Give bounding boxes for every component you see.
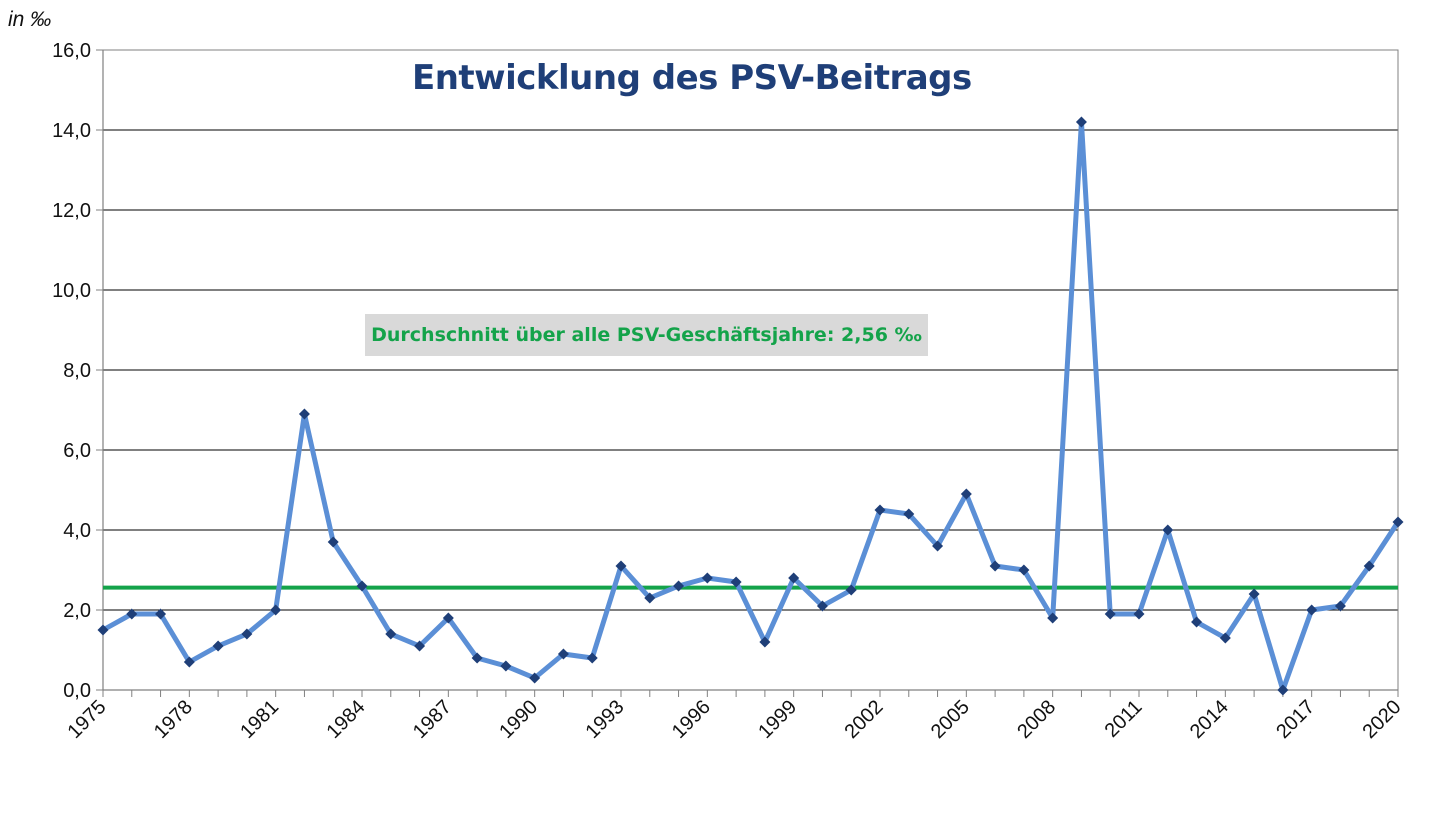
data-point [471, 652, 483, 664]
data-point [1219, 632, 1231, 644]
data-point [1306, 604, 1318, 616]
data-point [874, 504, 886, 516]
data-point [759, 636, 771, 648]
data-point [1104, 608, 1116, 620]
y-tick-labels: 0,0 2,0 4,0 6,0 8,0 10,0 12,0 14,0 16,0 [52, 40, 91, 702]
data-point [97, 624, 109, 636]
data-point [270, 604, 282, 616]
average-annotation-text: Durchschnitt über alle PSV-Geschäftsjahr… [371, 324, 922, 346]
data-point [183, 656, 195, 668]
data-point [1191, 616, 1203, 628]
x-tick-label: 1996 [668, 696, 715, 743]
data-point [1334, 600, 1346, 612]
x-tick-label: 1984 [323, 696, 370, 743]
y-tick-label: 4,0 [63, 520, 91, 542]
x-tick-label: 1999 [754, 696, 801, 743]
data-point [903, 508, 915, 520]
data-point [1277, 684, 1289, 696]
data-point [356, 580, 368, 592]
y-tick-label: 6,0 [63, 440, 91, 462]
axes [96, 49, 1399, 697]
x-tick-label: 1993 [582, 696, 629, 743]
data-point [1363, 560, 1375, 572]
data-point [298, 408, 310, 420]
data-point [816, 600, 828, 612]
y-tick-label: 0,0 [63, 680, 91, 702]
grid-lines [103, 49, 1398, 611]
average-annotation-box: Durchschnitt über alle PSV-Geschäftsjahr… [365, 314, 928, 356]
y-tick-label: 8,0 [63, 360, 91, 382]
data-point [960, 488, 972, 500]
x-tick-label: 1978 [150, 696, 197, 743]
data-point [845, 584, 857, 596]
data-point [241, 628, 253, 640]
x-tick-labels: 1975 1978 1981 1984 1987 1990 1993 1996 1999 2002… [64, 696, 1406, 743]
x-tick-label: 2008 [1013, 696, 1060, 743]
x-tick-label: 2017 [1272, 696, 1319, 743]
data-point [212, 640, 224, 652]
y-tick-label: 2,0 [63, 600, 91, 622]
data-point [615, 560, 627, 572]
y-tick-label: 12,0 [52, 200, 91, 222]
data-point [788, 572, 800, 584]
x-tick-label: 2014 [1186, 696, 1233, 743]
y-tick-label: 14,0 [52, 120, 91, 142]
x-tick-label: 2020 [1359, 696, 1406, 743]
data-point [701, 572, 713, 584]
y-axis-unit-label: in ‰ [8, 8, 52, 31]
data-point [1018, 564, 1030, 576]
data-point [126, 608, 138, 620]
y-tick-label: 16,0 [52, 40, 91, 62]
x-tick-label: 1981 [236, 696, 283, 743]
data-point [1075, 116, 1087, 128]
x-tick-label: 2002 [841, 696, 888, 743]
data-point [385, 628, 397, 640]
data-point [529, 672, 541, 684]
x-tick-label: 1975 [64, 696, 111, 743]
x-tick-label: 1990 [495, 696, 542, 743]
data-point [644, 592, 656, 604]
data-point [730, 576, 742, 588]
x-tick-label: 2011 [1101, 696, 1147, 742]
series-layer [97, 116, 1404, 696]
data-point [327, 536, 339, 548]
series-line [100, 119, 1401, 693]
x-tick-label: 2005 [927, 696, 974, 743]
y-tick-label: 10,0 [52, 280, 91, 302]
data-point [155, 608, 167, 620]
data-point [500, 660, 512, 672]
data-point [989, 560, 1001, 572]
data-point [1162, 524, 1174, 536]
data-point [1248, 588, 1260, 600]
data-point [1392, 516, 1404, 528]
data-point [414, 640, 426, 652]
data-point [932, 540, 944, 552]
chart-title: Entwicklung des PSV-Beitrags [412, 58, 972, 98]
data-point [442, 612, 454, 624]
data-point [557, 648, 569, 660]
x-tick-label: 1987 [409, 696, 456, 743]
data-point [586, 652, 598, 664]
data-point [1133, 608, 1145, 620]
data-point [1047, 612, 1059, 624]
data-point [673, 580, 685, 592]
